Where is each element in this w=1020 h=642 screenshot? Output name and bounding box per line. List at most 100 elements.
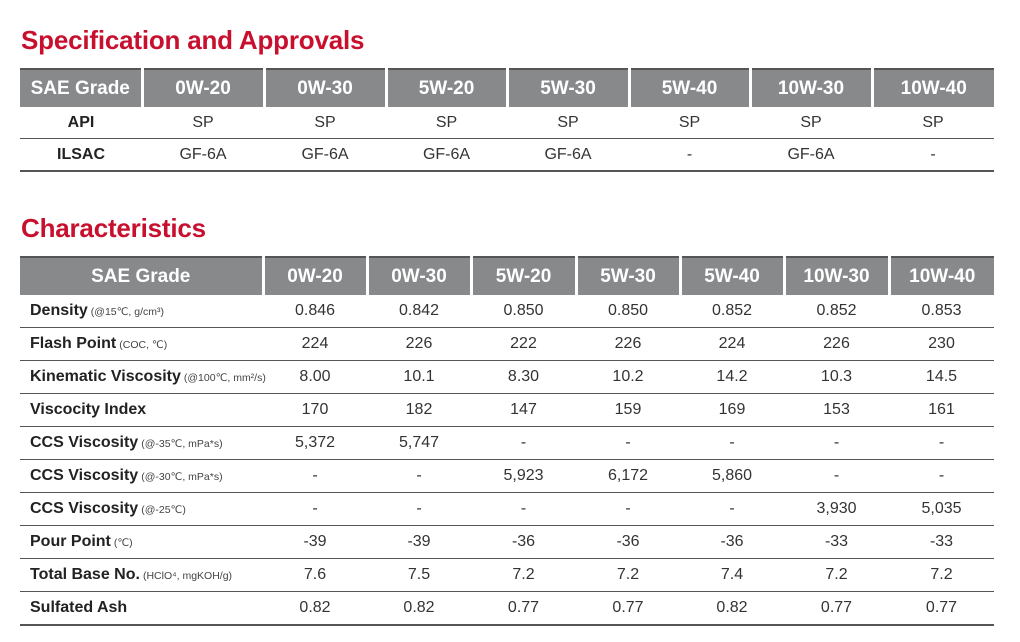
table-cell: -	[889, 426, 994, 460]
row-label: CCS Viscosity (@-25℃)	[20, 492, 263, 526]
table-cell: 0.77	[471, 591, 576, 626]
row-label-condition: (@-25℃)	[141, 504, 186, 516]
table-cell: -39	[263, 525, 367, 559]
table-cell: 5,860	[680, 459, 784, 493]
row-label-text: CCS Viscosity	[30, 500, 139, 517]
table-cell: SP	[629, 107, 750, 139]
row-label: Pour Point (℃)	[20, 525, 263, 559]
row-label-ilsac: ILSAC	[20, 138, 142, 172]
table-cell: -	[576, 492, 680, 526]
table-cell: -	[471, 426, 576, 460]
row-label: CCS Viscosity (@-30℃, mPa*s)	[20, 459, 263, 493]
char-header-grade: 10W-40	[887, 257, 994, 295]
row-label-text: Flash Point	[30, 335, 117, 352]
table-cell: 6,172	[576, 459, 680, 493]
table-cell: 226	[576, 327, 680, 361]
table-cell: 0.850	[471, 295, 576, 328]
table-cell: -	[471, 492, 576, 526]
table-cell: -33	[784, 525, 889, 559]
table-row: ILSAC GF-6A GF-6A GF-6A GF-6A - GF-6A -	[20, 138, 994, 172]
characteristics-body: Density (@15℃, g/cm³) 0.846 0.842 0.850 0.850…	[20, 295, 994, 626]
spec-approvals-table: SAE Grade 0W-20 0W-30 5W-20 5W-30 5W-40 …	[20, 68, 994, 172]
table-row: Sulfated Ash 0.82 0.82 0.77 0.77 0.82 0.77 0.77	[20, 591, 994, 626]
table-row: CCS Viscosity (@-25℃) - - - - -3,930 5,035	[20, 492, 994, 526]
table-cell: 14.2	[680, 360, 784, 394]
table-cell: GF-6A	[264, 138, 386, 172]
table-cell: 8.00	[263, 360, 367, 394]
table-row: API SP SP SP SP SP SP SP	[20, 107, 994, 139]
spec-header-grade: 5W-30	[505, 69, 629, 107]
spec-header-grade: 0W-30	[262, 69, 386, 107]
row-label: CCS Viscosity (@-35℃, mPa*s)	[20, 426, 263, 460]
table-cell: -39	[367, 525, 471, 559]
table-cell: -	[784, 459, 889, 493]
char-header-grade: 5W-40	[678, 257, 784, 295]
row-label-condition: (@15℃, g/cm³)	[90, 306, 165, 318]
table-cell: 182	[367, 393, 471, 427]
table-cell: 0.852	[680, 295, 784, 328]
table-cell: SP	[872, 107, 994, 139]
table-cell: -	[367, 492, 471, 526]
table-cell: -	[680, 492, 784, 526]
table-cell: -	[872, 138, 994, 172]
table-cell: 224	[680, 327, 784, 361]
table-cell: -36	[471, 525, 576, 559]
table-cell: 3,930	[784, 492, 889, 526]
table-cell: 226	[784, 327, 889, 361]
table-cell: 7.2	[576, 558, 680, 592]
table-cell: 159	[576, 393, 680, 427]
table-cell: GF-6A	[386, 138, 507, 172]
table-cell: 0.77	[889, 591, 994, 626]
row-label: Sulfated Ash	[20, 591, 263, 626]
table-cell: 5,923	[471, 459, 576, 493]
table-cell: 153	[784, 393, 889, 427]
table-cell: 169	[680, 393, 784, 427]
row-label-condition: (℃)	[113, 537, 133, 549]
row-label-text: Kinematic Viscosity	[30, 368, 181, 385]
table-cell: -	[680, 426, 784, 460]
row-label-text: Viscocity Index	[30, 401, 147, 418]
table-cell: -33	[889, 525, 994, 559]
characteristics-header-row: SAE Grade 0W-20 0W-30 5W-20 5W-30 5W-40 …	[20, 257, 994, 295]
table-cell: 5,035	[889, 492, 994, 526]
characteristics-table: SAE Grade 0W-20 0W-30 5W-20 5W-30 5W-40 …	[20, 256, 994, 626]
table-cell: 5,372	[263, 426, 367, 460]
table-row: Viscocity Index 170 182 147 159 169 153 161	[20, 393, 994, 427]
row-label: Total Base No. (HClO⁴, mgKOH/g)	[20, 558, 263, 592]
char-header-grade: 5W-30	[574, 257, 680, 295]
table-cell: -	[784, 426, 889, 460]
table-cell: 10.3	[784, 360, 889, 394]
table-cell: -	[367, 459, 471, 493]
table-cell: 0.846	[263, 295, 367, 328]
table-cell: 10.2	[576, 360, 680, 394]
spec-header-sae-grade: SAE Grade	[20, 69, 142, 107]
table-row: Total Base No. (HClO⁴, mgKOH/g) 7.6 7.5 7.2 7…	[20, 558, 994, 592]
char-header-grade: 5W-20	[469, 257, 576, 295]
row-label-condition: (@100℃, mm²/s)	[183, 372, 266, 384]
table-row: CCS Viscosity (@-35℃, mPa*s) 5,372 5,747- - -…	[20, 426, 994, 460]
table-row: Density (@15℃, g/cm³) 0.846 0.842 0.850 0.850…	[20, 295, 994, 328]
table-cell: 161	[889, 393, 994, 427]
table-cell: 0.82	[263, 591, 367, 626]
characteristics-section-title: Characteristics	[21, 213, 206, 243]
table-cell: 0.82	[367, 591, 471, 626]
table-cell: GF-6A	[507, 138, 629, 172]
row-label: Kinematic Viscosity (@100℃, mm²/s)	[20, 360, 266, 394]
table-row: Flash Point (COC, ℃) 224 226 222 226 224 226 230	[20, 327, 994, 361]
row-label-condition: (HClO⁴, mgKOH/g)	[142, 570, 233, 582]
table-cell: 222	[471, 327, 576, 361]
row-label-api: API	[20, 107, 142, 139]
table-cell: 147	[471, 393, 576, 427]
spec-header-row: SAE Grade 0W-20 0W-30 5W-20 5W-30 5W-40 …	[20, 69, 994, 107]
char-header-sae-grade: SAE Grade	[20, 257, 263, 295]
row-label-text: Pour Point	[30, 533, 111, 550]
table-cell: -	[576, 426, 680, 460]
table-cell: -	[263, 459, 367, 493]
spec-section-title: Specification and Approvals	[21, 25, 365, 55]
row-label: Density (@15℃, g/cm³)	[20, 295, 263, 328]
row-label-text: CCS Viscosity	[30, 467, 139, 484]
table-cell: SP	[142, 107, 264, 139]
spec-header-grade: 10W-30	[748, 69, 872, 107]
table-cell: 0.852	[784, 295, 889, 328]
row-label-condition: (@-30℃, mPa*s)	[141, 471, 223, 483]
